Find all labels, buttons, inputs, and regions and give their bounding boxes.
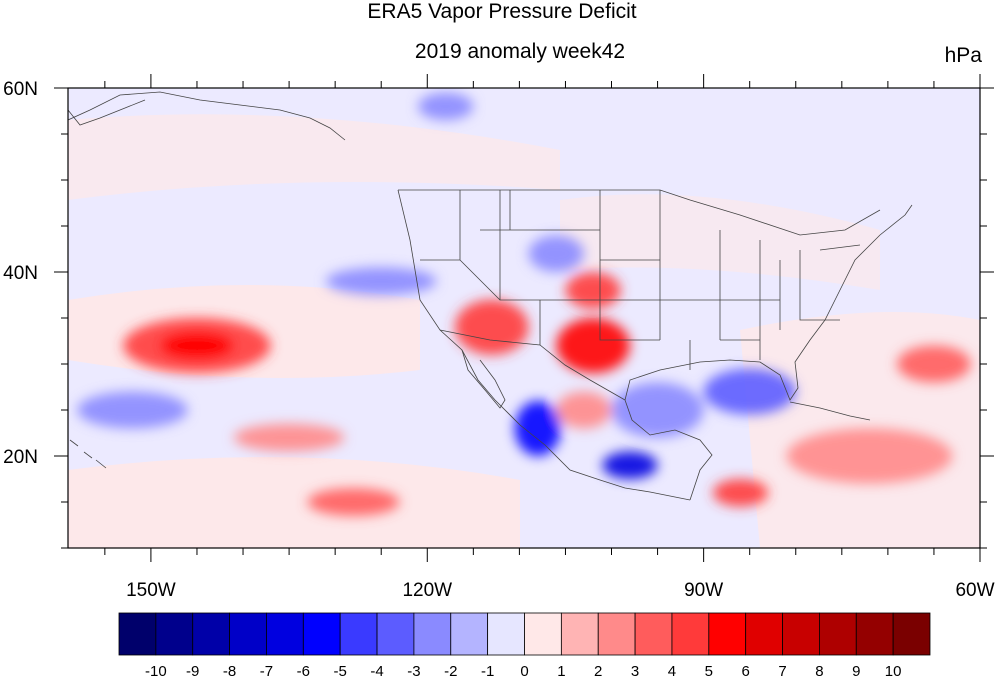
anomaly-region	[897, 345, 971, 383]
anomaly-region	[528, 235, 584, 272]
colorbar-label: -5	[334, 663, 347, 680]
colorbar-label: -4	[370, 663, 383, 680]
anomaly-region	[602, 451, 658, 480]
colorbar-swatch	[745, 612, 783, 656]
lon-tick-label: 60W	[955, 580, 994, 601]
colorbar-label: -10	[145, 663, 167, 680]
colorbar-swatch	[118, 612, 157, 656]
colorbar-label: 7	[778, 663, 786, 680]
colorbar-swatch	[266, 612, 304, 656]
axis-ticks	[54, 74, 994, 562]
colorbar-swatch	[192, 612, 230, 656]
colorbar-label: 10	[885, 663, 902, 680]
colorbar-label: 1	[557, 663, 565, 680]
colorbar-swatch	[892, 612, 931, 656]
colorbar-label: 0	[520, 663, 528, 680]
lat-tick-label: 20N	[3, 447, 38, 468]
colorbar-label: 4	[668, 663, 676, 680]
lat-tick-label: 40N	[3, 263, 38, 284]
colorbar-label: 2	[594, 663, 602, 680]
anomaly-region	[556, 318, 630, 374]
colorbar-swatch	[376, 612, 415, 656]
chart-title: ERA5 Vapor Pressure Deficit	[367, 0, 637, 23]
lat-tick-label: 60N	[3, 79, 38, 100]
country-state-outlines	[68, 91, 913, 501]
colorbar-label: -3	[407, 663, 420, 680]
units-label: hPa	[944, 44, 982, 67]
colorbar-label: 8	[815, 663, 823, 680]
colorbar-label: -6	[297, 663, 310, 680]
anomaly-region	[514, 400, 561, 456]
colorbar-swatch	[855, 612, 894, 656]
colorbar-swatch	[634, 612, 673, 656]
colorbar-label: 9	[852, 663, 860, 680]
colorbar-swatch	[524, 612, 562, 656]
anomaly-region	[418, 92, 474, 121]
anomaly-region	[712, 479, 769, 507]
lon-tick-label: 90W	[684, 580, 723, 601]
colorbar-label: 5	[705, 663, 713, 680]
colorbar-label: -9	[186, 663, 199, 680]
chart-subtitle: 2019 anomaly week42	[414, 40, 626, 63]
colorbar-label: -2	[444, 663, 457, 680]
anomaly-region	[565, 272, 621, 309]
colorbar-swatch	[302, 612, 341, 656]
colorbar-swatch	[413, 612, 452, 656]
colorbar-label: 3	[631, 663, 639, 680]
anomaly-region	[307, 488, 400, 516]
anomaly-region	[703, 368, 796, 415]
anomaly-region	[454, 299, 529, 355]
anomaly-region	[611, 382, 704, 438]
colorbar-label: -7	[260, 663, 273, 680]
anomaly-region	[77, 391, 188, 429]
anomaly-region	[325, 267, 437, 296]
colorbar-label: 6	[742, 663, 750, 680]
colorbar-swatch	[487, 612, 525, 656]
colorbar-swatch	[819, 612, 857, 656]
colorbar-label: -1	[481, 663, 494, 680]
axis-tick-labels: 150W 120W 90W 60W 20N 40N 60N	[3, 79, 994, 601]
lon-tick-label: 150W	[126, 580, 176, 601]
colorbar-swatch	[155, 612, 194, 656]
colorbar-label: -8	[223, 663, 236, 680]
anomaly-region	[233, 423, 345, 452]
anomaly-region	[786, 428, 953, 484]
anomaly-field	[68, 92, 980, 548]
colorbar-swatch	[560, 612, 599, 656]
anomaly-region	[556, 391, 612, 429]
colorbar: -10 -9 -8 -7 -6 -5 -4 -3 -2 -1 0 1 2 3 4 5 6 7 8 9 10	[118, 612, 931, 680]
colorbar-swatch	[671, 612, 710, 656]
colorbar-swatch	[229, 612, 267, 656]
anomaly-region	[160, 331, 234, 360]
lon-tick-label: 120W	[402, 580, 452, 601]
colorbar-swatch	[450, 612, 489, 656]
colorbar-swatch	[597, 612, 636, 656]
colorbar-swatch	[339, 612, 378, 656]
colorbar-swatch	[782, 612, 820, 656]
colorbar-swatch	[708, 612, 747, 656]
